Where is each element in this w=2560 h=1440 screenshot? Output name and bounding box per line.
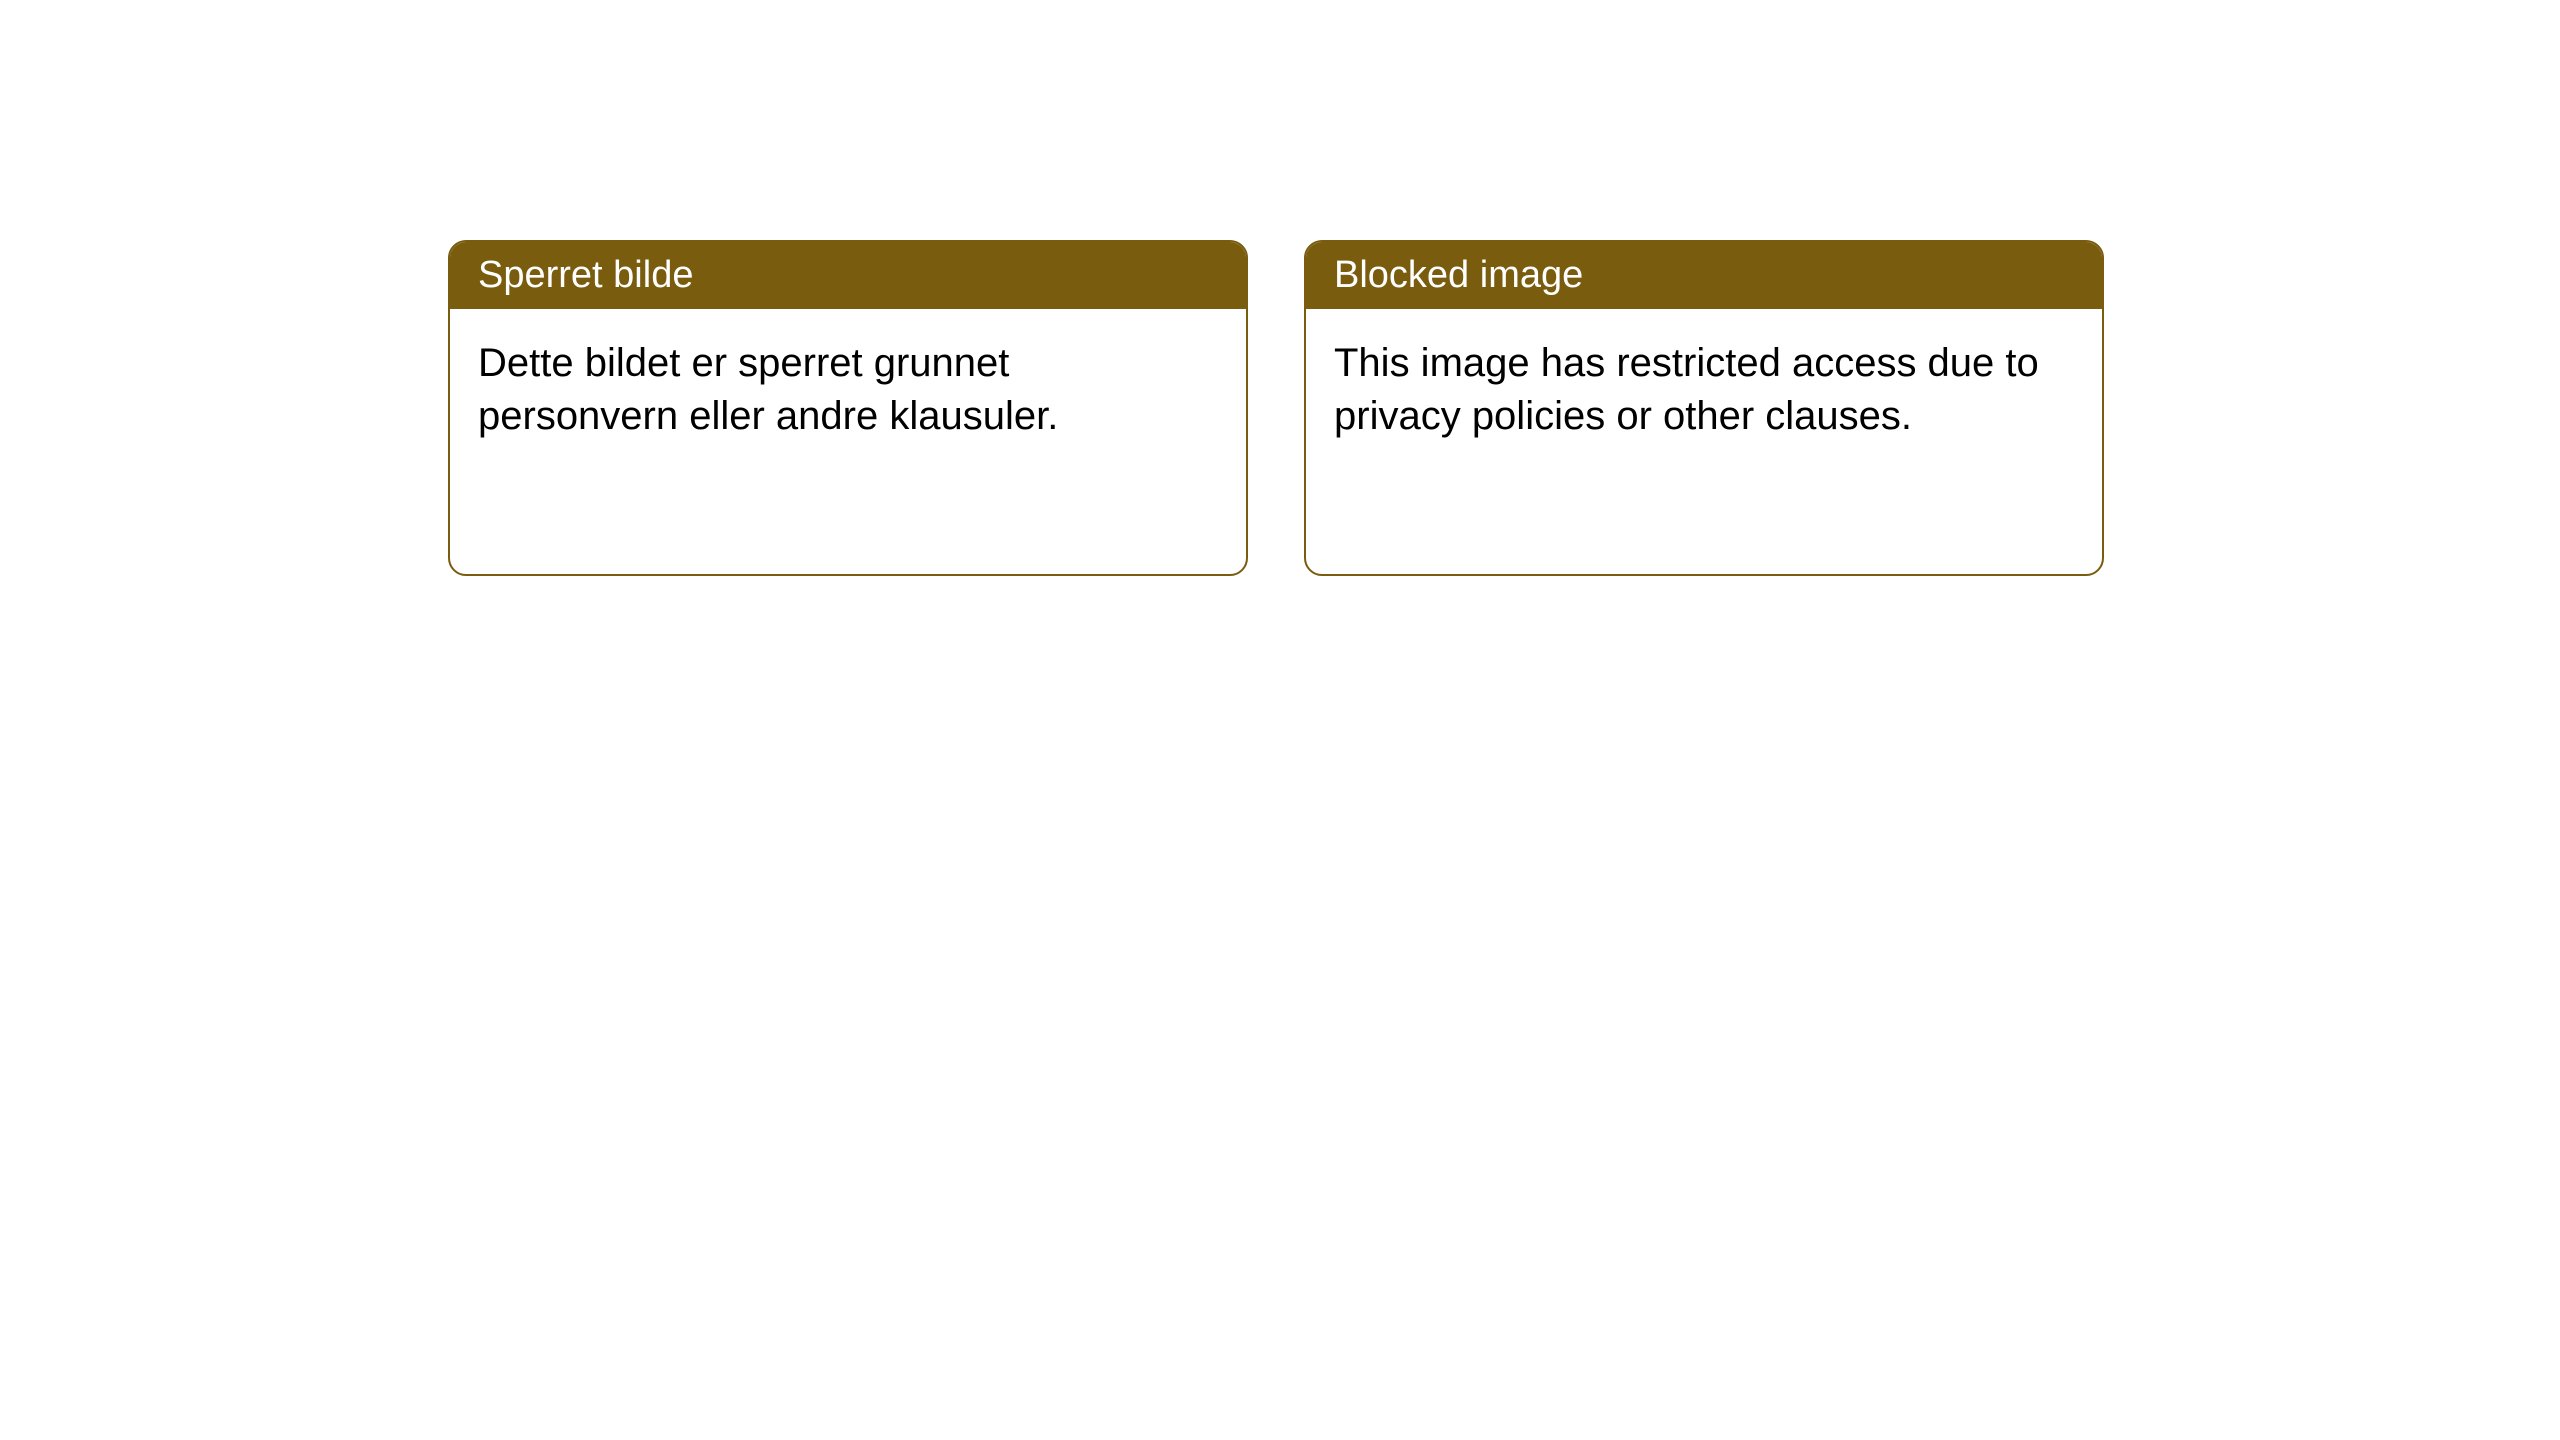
card-header-en: Blocked image <box>1306 242 2102 309</box>
blocked-image-card-no: Sperret bilde Dette bildet er sperret gr… <box>448 240 1248 576</box>
blocked-image-cards: Sperret bilde Dette bildet er sperret gr… <box>448 240 2104 576</box>
card-body-no: Dette bildet er sperret grunnet personve… <box>450 309 1246 471</box>
card-body-en: This image has restricted access due to … <box>1306 309 2102 471</box>
card-header-no: Sperret bilde <box>450 242 1246 309</box>
blocked-image-card-en: Blocked image This image has restricted … <box>1304 240 2104 576</box>
